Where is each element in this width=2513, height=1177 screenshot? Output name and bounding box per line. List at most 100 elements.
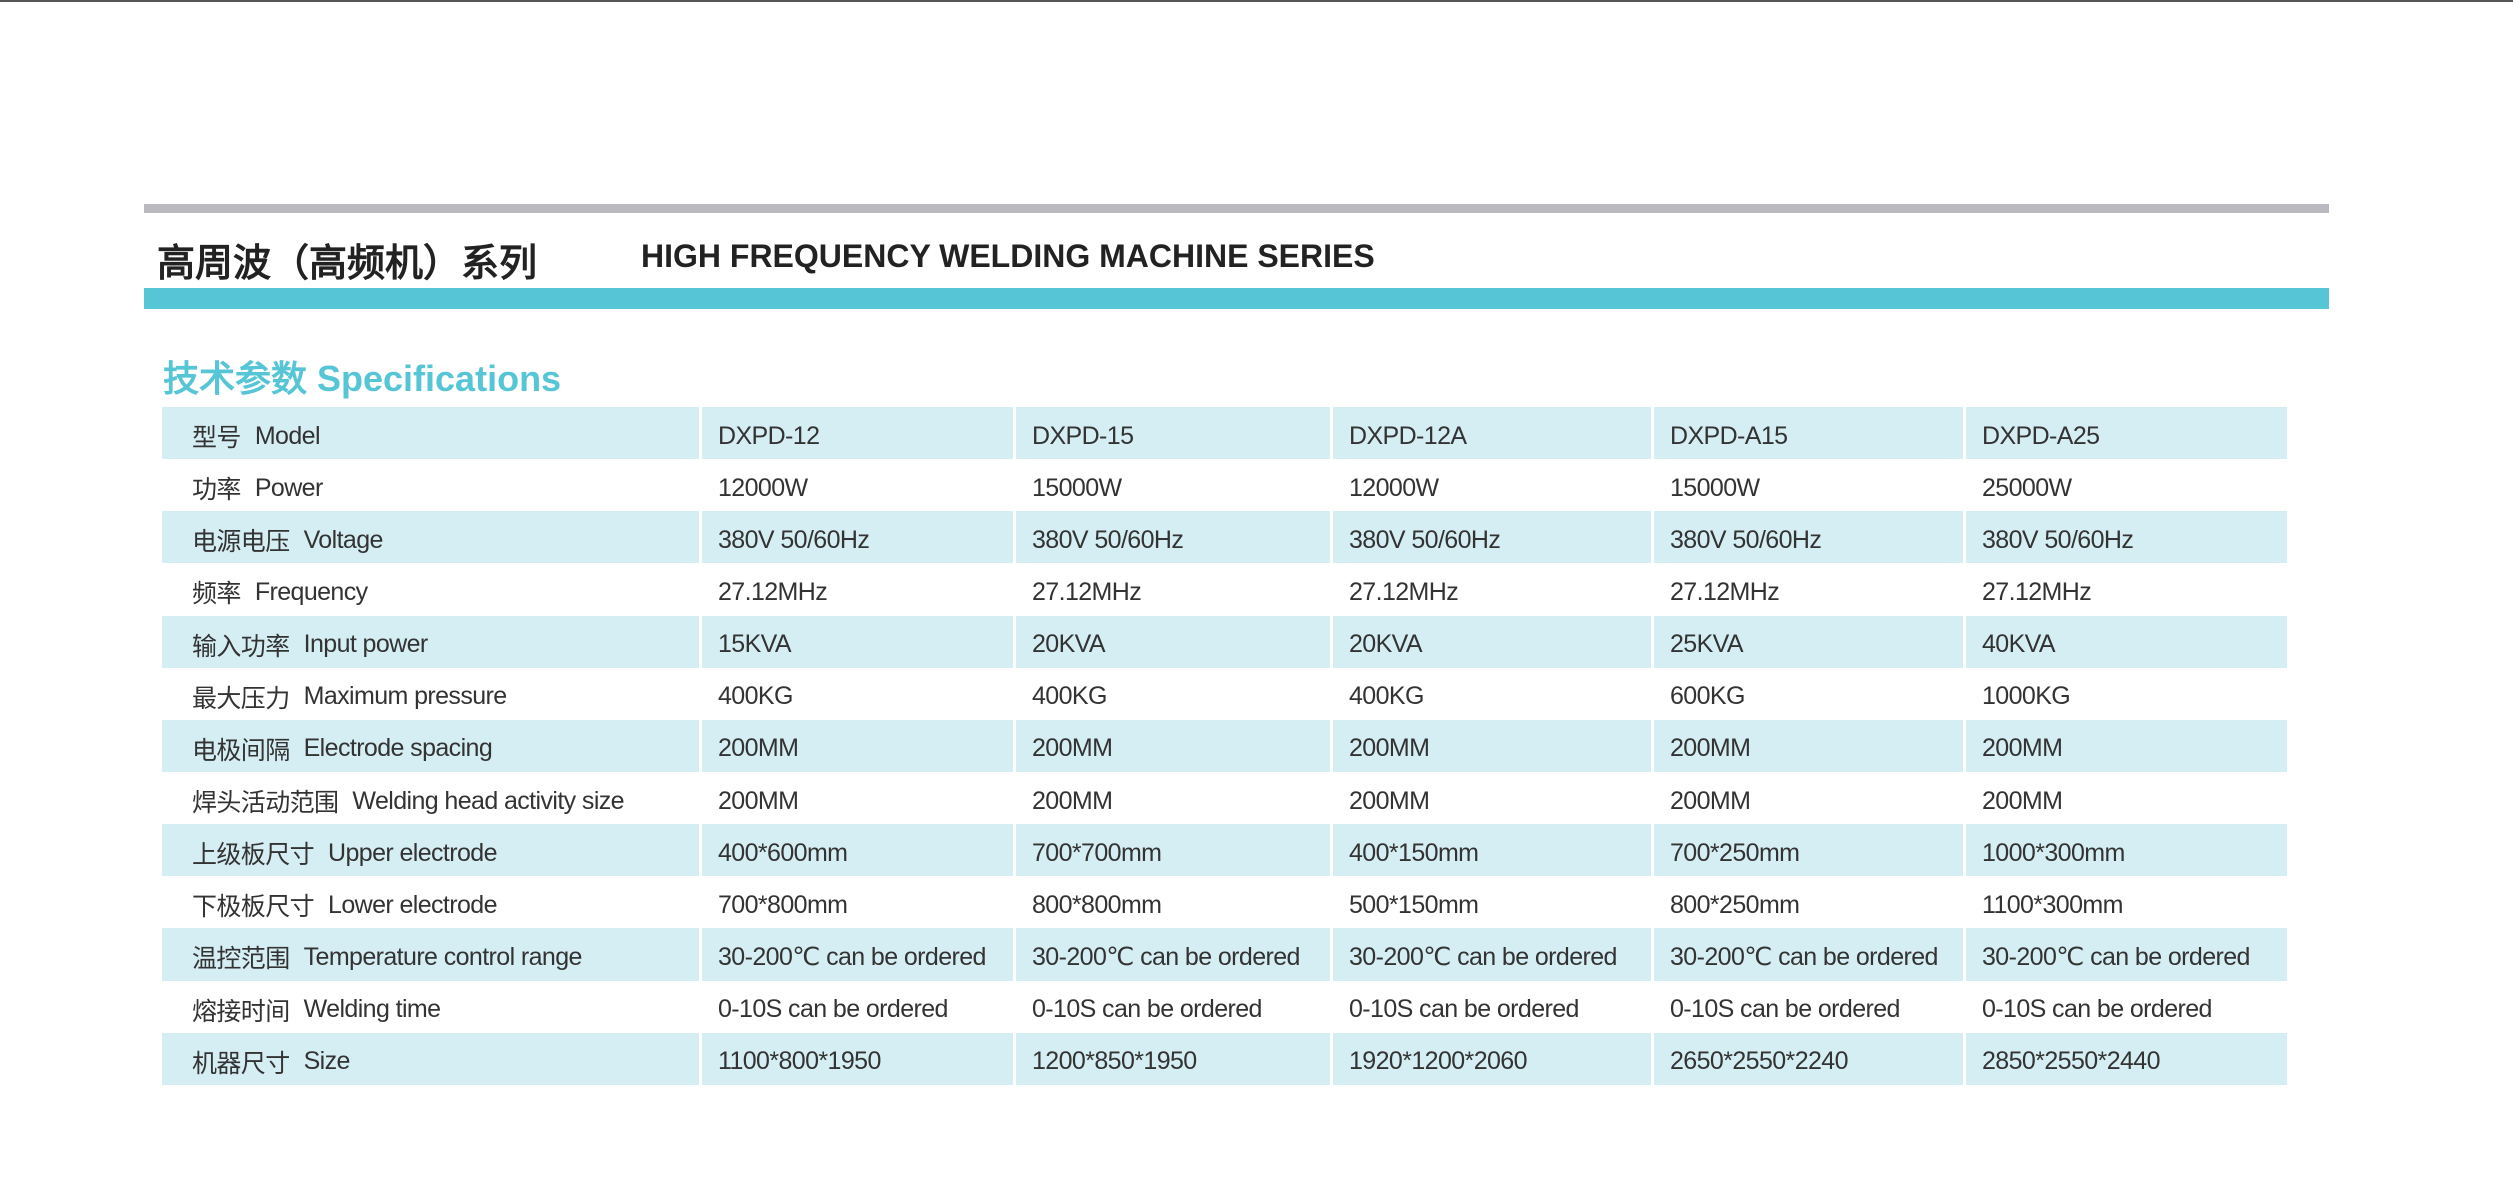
row-label: 上级板尺寸 Upper electrode: [162, 824, 699, 877]
table-cell: DXPD-12: [699, 407, 1013, 460]
row-label: 熔接时间 Welding time: [162, 981, 699, 1033]
table-cell: 2850*2550*2440: [1963, 1032, 2287, 1085]
table-cell: 20KVA: [1330, 615, 1651, 668]
section-title: 技术参数 Specifications: [163, 358, 562, 399]
table-cell: 0-10S can be ordered: [1013, 980, 1330, 1033]
row-label: 输入功率 Input power: [162, 615, 699, 668]
label-en: Lower electrode: [328, 890, 497, 919]
table-cell: 15000W: [1651, 459, 1963, 512]
table-row: 机器尺寸 Size 1100*800*1950 1200*850*1950 1920*1…: [162, 1032, 2287, 1085]
table-cell: 1100*800*1950: [699, 1032, 1013, 1085]
table-cell: 30-200℃ can be ordered: [699, 928, 1013, 981]
label-cn: 电极间隔: [192, 736, 290, 765]
table-row: 温控范围 Temperature control range 30-200℃ can…: [162, 928, 2287, 981]
label-en: Upper electrode: [328, 838, 497, 867]
label-cn: 频率: [192, 580, 241, 609]
table-cell: 27.12MHz: [1330, 563, 1651, 616]
table-cell: 15KVA: [699, 615, 1013, 668]
table-row: 型号 Model DXPD-12 DXPD-15 DXPD-12A DXPD-A15 DXP…: [162, 407, 2287, 460]
label-cn: 电源电压: [192, 528, 290, 557]
table-cell: 600KG: [1651, 667, 1963, 720]
table-cell: 1920*1200*2060: [1330, 1032, 1651, 1085]
table-cell: 500*150mm: [1330, 876, 1651, 929]
table-cell: 400KG: [1330, 667, 1651, 720]
table-cell: 400KG: [1013, 667, 1330, 720]
label-en: Maximum pressure: [303, 682, 508, 711]
table-cell: 200MM: [699, 719, 1013, 772]
table-cell: 700*800mm: [699, 876, 1013, 929]
table-cell: 380V 50/60Hz: [1330, 511, 1651, 564]
table-cell: 200MM: [1651, 719, 1963, 772]
table-cell: 400KG: [699, 667, 1013, 720]
top-border: [0, 0, 2513, 2]
table-cell: 0-10S can be ordered: [1963, 980, 2287, 1033]
table-cell: 200MM: [1963, 771, 2287, 825]
label-cn: 下极板尺寸: [192, 893, 315, 922]
row-label: 机器尺寸 Size: [162, 1032, 699, 1085]
label-en: Frequency: [254, 577, 368, 606]
table-row: 熔接时间 Welding time 0-10S can be ordered 0-10…: [162, 980, 2287, 1033]
label-en: Power: [254, 473, 323, 502]
table-cell: 200MM: [699, 771, 1013, 825]
table-cell: 30-200℃ can be ordered: [1651, 928, 1963, 981]
label-en: Model: [254, 421, 321, 450]
label-en: Size: [303, 1047, 351, 1076]
row-label: 焊头活动范围 Welding head activity size: [162, 772, 699, 824]
label-en: Temperature control range: [303, 942, 583, 971]
cyan-bar: [144, 288, 2329, 309]
table-cell: 12000W: [1330, 459, 1651, 512]
table-row: 上级板尺寸 Upper electrode 400*600mm 700*700mm 40…: [162, 824, 2287, 877]
row-label: 最大压力 Maximum pressure: [162, 668, 699, 720]
label-cn: 型号: [192, 424, 241, 453]
table-cell: 27.12MHz: [699, 563, 1013, 616]
table-cell: 30-200℃ can be ordered: [1013, 928, 1330, 981]
table-cell: 25KVA: [1651, 615, 1963, 668]
table-cell: 200MM: [1013, 771, 1330, 825]
table-cell: 15000W: [1013, 459, 1330, 512]
row-label: 电极间隔 Electrode spacing: [162, 719, 699, 772]
spec-table: 型号 Model DXPD-12 DXPD-15 DXPD-12A DXPD-A15 DXP…: [162, 407, 2287, 1085]
table-cell: 1000KG: [1963, 667, 2287, 720]
table-cell: 380V 50/60Hz: [699, 511, 1013, 564]
table-cell: 1000*300mm: [1963, 824, 2287, 877]
table-row: 电源电压 Voltage 380V 50/60Hz 380V 50/60Hz 380V …: [162, 511, 2287, 564]
table-cell: 200MM: [1330, 771, 1651, 825]
table-cell: 400*600mm: [699, 824, 1013, 877]
label-en: Welding time: [303, 995, 441, 1024]
table-row: 输入功率 Input power 15KVA 20KVA 20KVA 25KVA 40KVA: [162, 615, 2287, 668]
table-row: 频率 Frequency 27.12MHz 27.12MHz 27.12MHz 27.12…: [162, 563, 2287, 616]
table-cell: 380V 50/60Hz: [1651, 511, 1963, 564]
gray-bar: [144, 204, 2329, 213]
table-cell: 27.12MHz: [1651, 563, 1963, 616]
label-cn: 功率: [192, 476, 241, 505]
table-row: 电极间隔 Electrode spacing 200MM 200MM 200MM 200M…: [162, 719, 2287, 772]
table-cell: 0-10S can be ordered: [699, 980, 1013, 1033]
label-cn: 输入功率: [192, 632, 290, 661]
label-cn: 温控范围: [192, 945, 290, 974]
table-row: 最大压力 Maximum pressure 400KG 400KG 400KG 600KG…: [162, 667, 2287, 720]
table-cell: 12000W: [699, 459, 1013, 512]
title-en: HIGH FREQUENCY WELDING MACHINE SERIES: [641, 238, 1375, 274]
table-cell: 30-200℃ can be ordered: [1330, 928, 1651, 981]
table-cell: 1100*300mm: [1963, 876, 2287, 929]
label-cn: 熔接时间: [192, 997, 290, 1026]
table-cell: 380V 50/60Hz: [1013, 511, 1330, 564]
table-cell: 30-200℃ can be ordered: [1963, 928, 2287, 981]
label-en: Voltage: [303, 525, 384, 554]
row-label: 频率 Frequency: [162, 563, 699, 615]
label-cn: 机器尺寸: [192, 1049, 290, 1078]
label-en: Welding head activity size: [352, 786, 624, 815]
row-label: 温控范围 Temperature control range: [162, 928, 699, 981]
row-label: 功率 Power: [162, 459, 699, 511]
row-label: 下极板尺寸 Lower electrode: [162, 876, 699, 928]
title-cn: 高周波（高频机）系列: [157, 243, 538, 285]
table-cell: 27.12MHz: [1013, 563, 1330, 616]
row-label: 型号 Model: [162, 407, 699, 460]
table-cell: 27.12MHz: [1963, 563, 2287, 616]
table-cell: 700*700mm: [1013, 824, 1330, 877]
table-cell: 0-10S can be ordered: [1330, 980, 1651, 1033]
row-label: 电源电压 Voltage: [162, 511, 699, 564]
table-cell: 400*150mm: [1330, 824, 1651, 877]
table-cell: 200MM: [1651, 771, 1963, 825]
